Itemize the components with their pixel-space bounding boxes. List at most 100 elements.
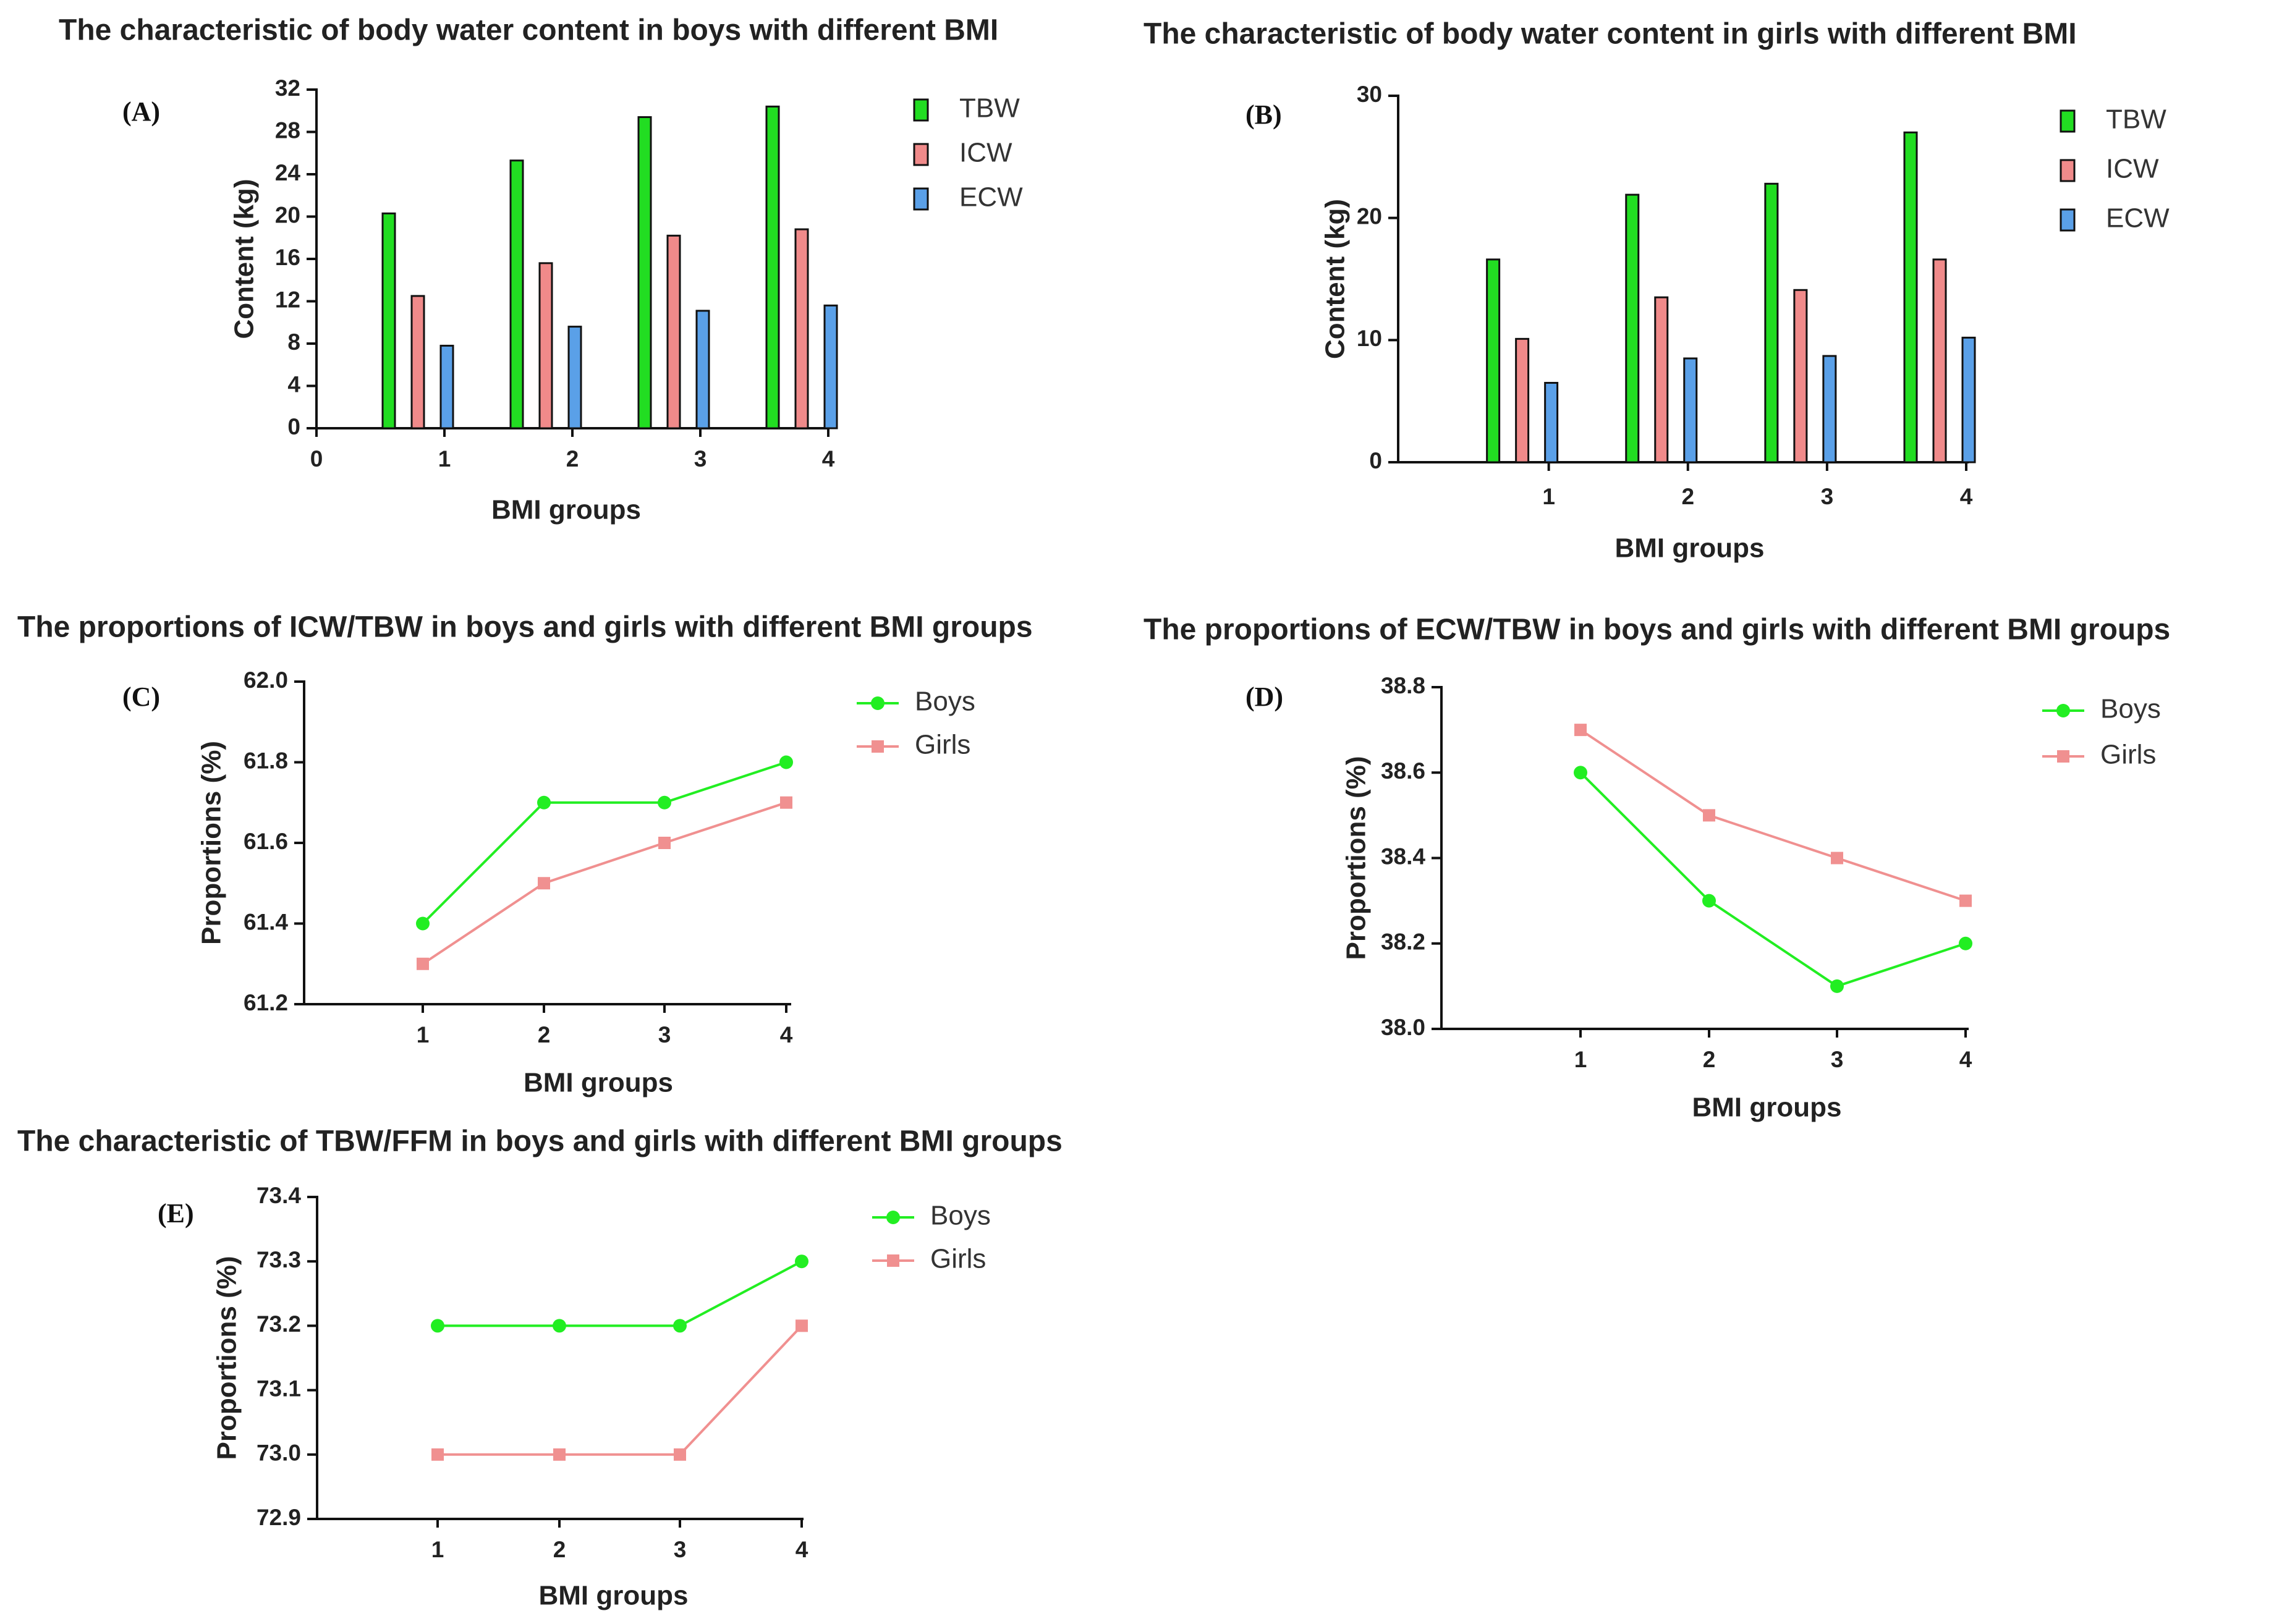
legend-marker-girls bbox=[2057, 750, 2069, 763]
panel-label: (A) bbox=[122, 96, 160, 127]
legend-swatch-tbw bbox=[913, 98, 929, 122]
y-axis-label: Proportions (%) bbox=[197, 741, 227, 945]
series-line-girls bbox=[438, 1325, 803, 1456]
y-tick-label: 12 bbox=[275, 287, 300, 312]
x-tick-label: 4 bbox=[1960, 484, 1973, 509]
point-boys bbox=[431, 1319, 444, 1333]
series-line-boys bbox=[438, 1260, 802, 1327]
legend-marker-girls bbox=[887, 1254, 899, 1267]
legend-label: Girls bbox=[2100, 740, 2156, 770]
x-tick-label: 3 bbox=[1831, 1047, 1844, 1072]
x-tick-label: 2 bbox=[553, 1537, 566, 1562]
point-boys bbox=[779, 755, 793, 769]
point-girls bbox=[1831, 852, 1843, 865]
x-axis-label: BMI groups bbox=[1692, 1093, 1842, 1123]
point-girls bbox=[658, 837, 671, 849]
bar-ecw bbox=[1544, 382, 1559, 463]
y-tick-label: 8 bbox=[287, 329, 300, 355]
legend-label: ICW bbox=[959, 138, 1012, 168]
y-tick-label: 73.0 bbox=[257, 1440, 301, 1466]
point-girls bbox=[1959, 894, 1972, 907]
x-tick-label: 1 bbox=[1574, 1047, 1587, 1072]
y-axis-label: Content (kg) bbox=[1320, 199, 1351, 359]
point-boys bbox=[553, 1319, 566, 1333]
y-tick-label: 62.0 bbox=[244, 667, 288, 693]
y-tick-label: 61.8 bbox=[244, 748, 288, 773]
bar-tbw bbox=[381, 212, 396, 429]
y-tick-label: 20 bbox=[1357, 203, 1382, 229]
legend-marker-boys bbox=[2056, 704, 2070, 717]
series-line-boys bbox=[422, 761, 787, 924]
x-tick-label: 1 bbox=[438, 446, 451, 472]
chart-title: The proportions of ICW/TBW in boys and g… bbox=[17, 611, 1033, 644]
point-girls bbox=[1574, 724, 1587, 737]
legend-label: Boys bbox=[915, 687, 975, 717]
bar-tbw bbox=[509, 159, 524, 429]
y-axis-label: Content (kg) bbox=[229, 179, 260, 339]
x-tick-label: 4 bbox=[780, 1022, 793, 1047]
y-tick-label: 28 bbox=[275, 117, 300, 143]
y-tick-label: 10 bbox=[1357, 326, 1382, 351]
x-tick-label: 4 bbox=[796, 1537, 808, 1562]
point-girls bbox=[538, 877, 550, 890]
chart-title: The characteristic of body water content… bbox=[59, 14, 998, 47]
point-girls bbox=[796, 1319, 808, 1332]
legend-label: TBW bbox=[959, 93, 1020, 124]
panel-d: The proportions of ECW/TBW in boys and g… bbox=[1144, 614, 2170, 1123]
bar-icw bbox=[1515, 337, 1530, 463]
y-axis-label: Proportions (%) bbox=[1341, 756, 1372, 960]
point-boys bbox=[1574, 766, 1587, 780]
point-boys bbox=[1830, 979, 1844, 993]
chart-title: The characteristic of TBW/FFM in boys an… bbox=[17, 1125, 1063, 1158]
panel-label: (C) bbox=[122, 682, 160, 712]
bar-ecw bbox=[1683, 357, 1698, 463]
y-tick-label: 61.6 bbox=[244, 829, 288, 854]
bar-tbw bbox=[637, 116, 652, 429]
point-boys bbox=[658, 795, 671, 810]
point-girls bbox=[780, 796, 792, 809]
panel-e: The characteristic of TBW/FFM in boys an… bbox=[17, 1125, 1063, 1611]
y-tick-label: 0 bbox=[287, 414, 300, 439]
legend-swatch-icw bbox=[913, 143, 929, 166]
x-axis-label: BMI groups bbox=[491, 495, 641, 525]
y-tick-label: 72.9 bbox=[257, 1505, 301, 1530]
y-tick-label: 32 bbox=[275, 75, 300, 101]
chart-title: The proportions of ECW/TBW in boys and g… bbox=[1144, 614, 2170, 646]
x-tick-label: 3 bbox=[658, 1022, 671, 1047]
x-tick-label: 4 bbox=[822, 446, 835, 472]
panel-label: (D) bbox=[1245, 682, 1283, 712]
point-girls bbox=[417, 957, 429, 970]
point-boys bbox=[673, 1319, 687, 1333]
x-tick-label: 2 bbox=[1703, 1047, 1716, 1072]
x-tick-label: 2 bbox=[1681, 484, 1694, 509]
bar-tbw bbox=[1903, 131, 1918, 463]
y-tick-label: 30 bbox=[1357, 82, 1382, 107]
legend-label: Boys bbox=[930, 1201, 991, 1231]
y-tick-label: 61.2 bbox=[244, 990, 288, 1015]
y-axis-label: Proportions (%) bbox=[212, 1256, 242, 1460]
x-tick-label: 1 bbox=[431, 1537, 444, 1562]
bar-tbw bbox=[1625, 193, 1640, 463]
x-tick-label: 1 bbox=[417, 1022, 430, 1047]
bar-icw bbox=[794, 228, 809, 429]
x-tick-label: 4 bbox=[1959, 1047, 1972, 1072]
point-boys bbox=[795, 1254, 808, 1269]
y-tick-label: 73.2 bbox=[257, 1311, 301, 1337]
series-line-girls bbox=[422, 801, 787, 965]
y-tick-label: 38.2 bbox=[1381, 929, 1425, 955]
legend-label: ECW bbox=[959, 182, 1023, 213]
point-girls bbox=[1703, 809, 1715, 822]
bar-icw bbox=[410, 295, 425, 429]
y-tick-label: 38.4 bbox=[1381, 844, 1425, 869]
panel-c: The proportions of ICW/TBW in boys and g… bbox=[17, 611, 1033, 1098]
x-tick-label: 0 bbox=[310, 446, 323, 472]
x-tick-label: 2 bbox=[538, 1022, 551, 1047]
x-tick-label: 3 bbox=[694, 446, 707, 472]
point-girls bbox=[431, 1448, 444, 1461]
y-tick-label: 73.4 bbox=[257, 1183, 301, 1208]
y-tick-label: 73.1 bbox=[257, 1376, 301, 1401]
point-boys bbox=[416, 916, 430, 931]
point-boys bbox=[1959, 936, 1972, 950]
point-girls bbox=[553, 1448, 566, 1461]
